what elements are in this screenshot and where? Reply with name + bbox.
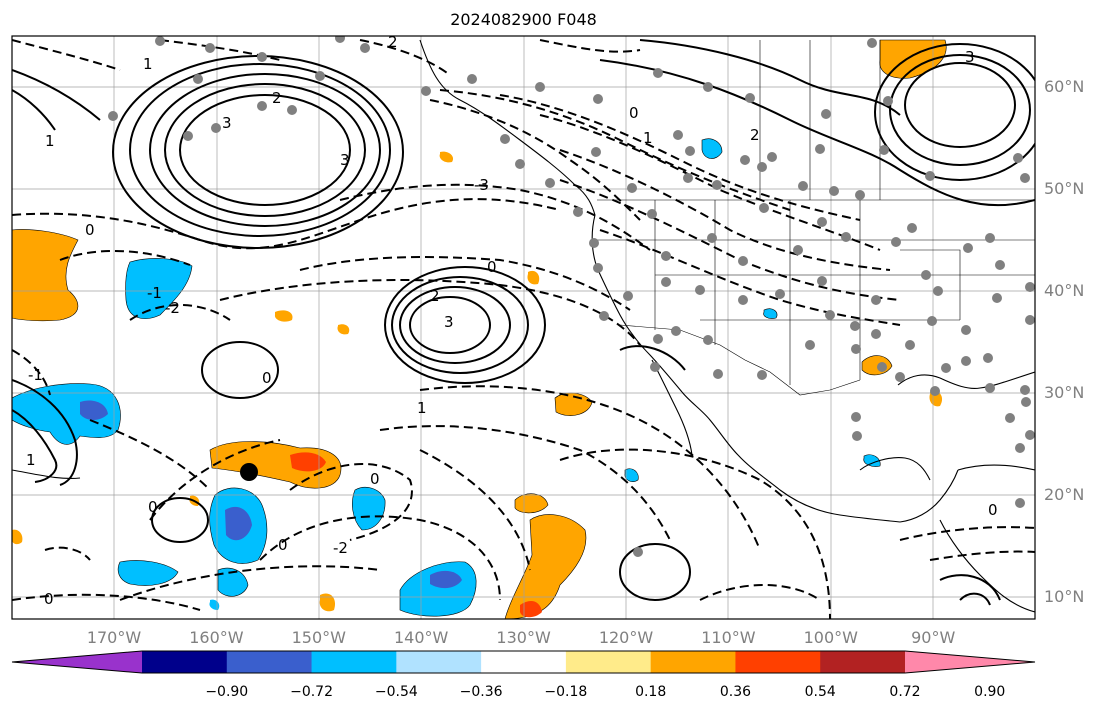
colorbar-outline <box>11 650 1036 674</box>
lat-label: 10°N <box>1044 587 1085 606</box>
blue-patch <box>863 454 881 467</box>
colorbar-tick-label: −0.54 <box>374 684 418 700</box>
graticule <box>12 36 1035 619</box>
orange-patch <box>504 514 587 619</box>
orange-patch <box>439 151 454 163</box>
colorbar-extend-high <box>905 651 1035 673</box>
colorbar-segment <box>565 651 652 673</box>
contour-label: 3 <box>222 114 232 132</box>
contour-label: -1 <box>28 366 43 384</box>
colorbar-tick-label: 0.90 <box>974 684 1006 700</box>
lon-label: 110°W <box>701 628 756 647</box>
lat-label: 40°N <box>1044 281 1085 300</box>
contour-label: 2 <box>430 287 440 305</box>
blue-patch <box>701 138 723 159</box>
colorbar-tick-label: 0.36 <box>719 684 752 700</box>
contour-label: 0 <box>262 369 272 387</box>
blue-dark-patch <box>430 570 462 589</box>
colorbar-tick-label: 0.72 <box>889 684 921 700</box>
lat-label: 60°N <box>1044 77 1085 96</box>
blue-dark-patch <box>225 506 252 541</box>
orange-patch <box>319 593 336 612</box>
contour-label: -3 <box>474 176 489 194</box>
orange-patch <box>12 529 23 545</box>
contour-label: -2 <box>333 539 348 557</box>
colorbar-tick-label: −0.36 <box>459 684 503 700</box>
blue-dark-patch <box>80 400 108 420</box>
contour-label: 0 <box>370 470 380 488</box>
blue-patch <box>624 468 639 482</box>
contour-label: 0 <box>85 221 95 239</box>
contour-label: -1 <box>147 284 162 302</box>
colorbar-extend-low <box>12 651 142 673</box>
contour-label: 2 <box>388 33 398 51</box>
contour-label: 1 <box>143 55 153 73</box>
lon-label: 100°W <box>803 628 858 647</box>
lat-label: 30°N <box>1044 383 1085 402</box>
colorbar-tick-label: 0.54 <box>804 684 836 700</box>
lon-label: 150°W <box>291 628 346 647</box>
lat-label: 20°N <box>1044 485 1085 504</box>
contour-label: 1 <box>26 451 36 469</box>
blue-patch <box>217 567 249 597</box>
contours-negative <box>12 39 1035 619</box>
contour-label: 2 <box>750 126 760 144</box>
colorbar <box>11 650 1036 674</box>
plot-title: 2024082900 F048 <box>450 10 597 29</box>
station-dots <box>108 36 1035 557</box>
lon-label: 130°W <box>496 628 551 647</box>
map-background <box>12 36 1035 619</box>
contour-label: 0 <box>988 501 998 519</box>
orange-patch <box>274 310 293 322</box>
contour-label: 0 <box>278 536 288 554</box>
colorbar-segment <box>226 651 313 673</box>
contour-label: 1 <box>643 129 653 147</box>
red-patch <box>290 452 326 472</box>
orange-patch <box>12 229 79 322</box>
map-border <box>11 35 1036 620</box>
blue-patch <box>352 487 386 531</box>
blue-patch <box>12 383 121 445</box>
colorbar-segment <box>481 651 567 673</box>
lon-label: 120°W <box>598 628 654 647</box>
orange-patch <box>879 39 947 79</box>
colorbar-tick-label: 0.18 <box>635 684 667 700</box>
colorbar-segment <box>650 651 736 673</box>
contour-label: 1 <box>45 132 55 150</box>
contour-label: 3 <box>444 313 454 331</box>
colorbar-segment <box>311 651 397 673</box>
blue-patch <box>117 560 179 586</box>
lon-label: 160°W <box>189 628 244 647</box>
red-patch <box>520 600 542 618</box>
colorbar-segment <box>142 651 228 673</box>
lon-label: 140°W <box>394 628 449 647</box>
contour-label: 3 <box>965 48 975 66</box>
colorbar-tick-label: −0.72 <box>290 684 333 700</box>
contour-label: 1 <box>417 399 427 417</box>
orange-patch <box>514 493 549 514</box>
lon-label: 90°W <box>911 628 956 647</box>
lon-label: 170°W <box>86 628 142 647</box>
colorbar-tick-label: −0.90 <box>205 684 249 700</box>
contour-label: 3 <box>340 151 350 169</box>
contour-label: 0 <box>487 258 497 276</box>
contour-label: 2 <box>272 89 282 107</box>
contour-label: 0 <box>148 498 158 516</box>
contour-label: 0 <box>44 590 54 608</box>
colorbar-segment <box>735 651 821 673</box>
shaded-anomalies <box>12 39 947 619</box>
contour-labels: 1 2 3 3 2 1 0 1 2 3 -3 0 -1 -2 2 3 0 1 0… <box>26 33 998 608</box>
colorbar-segment <box>396 651 482 673</box>
colorbar-segment <box>820 651 906 673</box>
colorbar-tick-label: −0.18 <box>544 684 588 700</box>
coastlines <box>12 39 1035 613</box>
contour-label: 0 <box>629 104 639 122</box>
orange-patch <box>527 270 540 285</box>
blue-patch <box>763 308 778 319</box>
contour-label: -2 <box>165 299 180 317</box>
storm-center-marker <box>240 463 258 481</box>
lat-label: 50°N <box>1044 179 1085 198</box>
orange-patch <box>337 324 350 335</box>
